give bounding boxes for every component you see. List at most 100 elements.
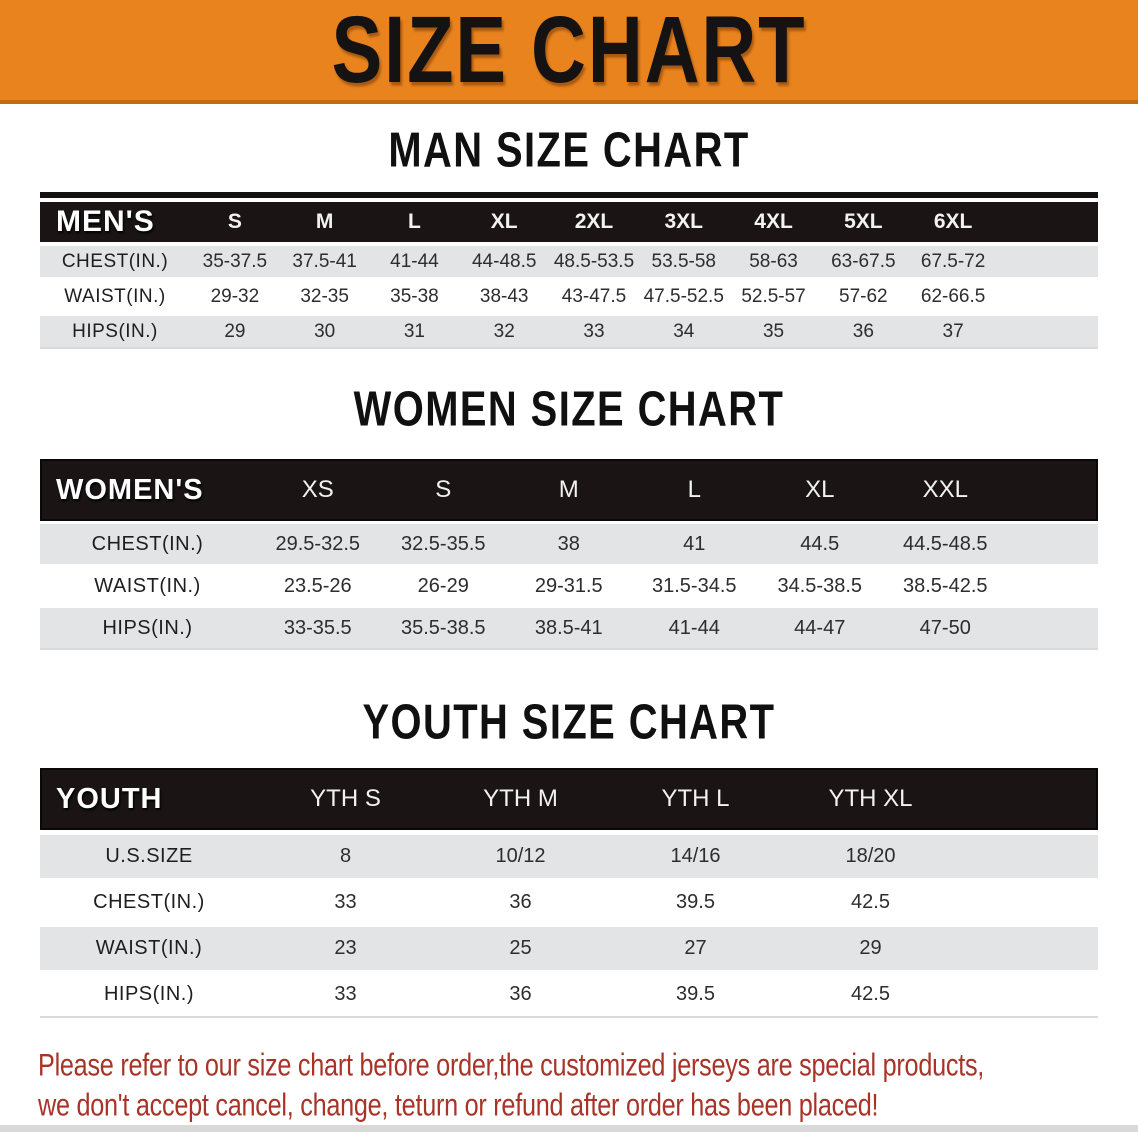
column-header: YTH L [661,785,730,812]
column-header: M [315,210,334,233]
row-label: WAIST(IN.) [64,285,166,307]
column-header: XXL [922,476,968,503]
disclaimer-note: Please refer to our size chart before or… [38,1044,1138,1124]
size-cell: 29 [859,937,882,959]
row-label: CHEST(IN.) [93,891,205,913]
youth-table-header: YOUTH YTH S YTH M YTH L YTH XL [40,768,1098,830]
size-cell: 35 [762,320,785,342]
size-cell: 47.5-52.5 [643,285,724,307]
man-size-chart-section: MAN SIZE CHART MEN'S S M L XL 2XL 3XL 4XL 5XL 6X… [40,122,1098,349]
size-cell: 62-66.5 [920,285,986,307]
size-cell: 23.5-26 [283,574,352,597]
womens-table-body: CHEST(IN.) 29.5-32.5 32.5-35.5 38 41 44.5 44.5… [40,521,1098,648]
column-header: YTH XL [828,785,913,812]
size-cell: 44-47 [794,616,846,639]
size-cell: 31.5-34.5 [651,574,737,597]
youth-size-chart-section: YOUTH SIZE CHART YOUTH YTH S YTH M YTH L YT… [40,694,1098,1018]
table-row: CHEST(IN.) 33 36 39.5 42.5 [40,881,1098,924]
size-cell: 32-35 [300,285,349,307]
size-cell: 34.5-38.5 [777,574,862,597]
column-header: XS [301,476,334,503]
size-cell: 63-67.5 [831,250,896,272]
womens-group-label: WOMEN'S [56,473,204,506]
size-cell: 42.5 [851,983,890,1005]
youth-group-label: YOUTH [56,782,163,815]
table-row: U.S.SIZE 8 10/12 14/16 18/20 [40,835,1098,878]
title-banner: SIZE CHART [0,0,1138,104]
size-cell: 34 [673,320,695,342]
column-header: 3XL [664,210,704,233]
womens-table-header: WOMEN'S XS S M L XL XXL [40,459,1098,521]
size-cell: 26-29 [417,574,469,597]
size-cell: 37.5-41 [292,250,357,272]
size-cell: 38-43 [479,285,529,307]
table-row: WAIST(IN.) 23 25 27 29 [40,927,1098,970]
table-row: HIPS(IN.) 29 30 31 32 33 34 35 36 37 [40,316,1098,347]
women-size-chart-heading: WOMEN SIZE CHART [353,380,785,437]
row-label: HIPS(IN.) [103,983,195,1005]
size-cell: 41-44 [668,616,720,639]
size-cell: 18/20 [845,845,896,867]
size-cell: 25 [509,937,532,959]
column-header: 6XL [933,210,973,233]
size-cell: 58-63 [749,250,798,272]
column-header: 5XL [844,210,883,233]
size-cell: 38.5-41 [534,616,603,639]
size-cell: 39.5 [676,891,715,913]
row-label: HIPS(IN.) [102,616,193,639]
size-cell: 27 [684,937,707,959]
disclaimer-line-2: we don't accept cancel, change, teturn o… [38,1088,879,1123]
youth-size-table: YOUTH YTH S YTH M YTH L YTH XL U.S.SIZE 8 10/… [40,768,1098,1018]
size-cell: 29-31.5 [534,574,603,597]
size-cell: 41 [683,532,706,555]
mens-table-header: MEN'S S M L XL 2XL 3XL 4XL 5XL 6XL [40,192,1098,242]
column-header: L [408,210,421,233]
table-row: HIPS(IN.) 33-35.5 35.5-38.5 38.5-41 41-44 44-… [40,608,1098,648]
size-cell: 52.5-57 [741,285,806,307]
size-cell: 14/16 [670,845,721,867]
size-cell: 32.5-35.5 [400,532,486,555]
size-cell: 29.5-32.5 [275,532,360,555]
row-label: CHEST(IN.) [61,250,169,272]
size-cell: 30 [314,320,336,342]
size-cell: 32 [493,320,515,342]
table-row: HIPS(IN.) 33 36 39.5 42.5 [40,973,1098,1016]
size-cell: 36 [852,320,874,342]
size-cell: 43-47.5 [561,285,627,307]
table-row: WAIST(IN.) 29-32 32-35 35-38 38-43 43-47.5 47.… [40,281,1098,312]
women-size-chart-section: WOMEN SIZE CHART WOMEN'S XS S M L XL XXL CHES… [40,381,1098,650]
size-cell: 36 [509,983,532,1005]
content: MAN SIZE CHART MEN'S S M L XL 2XL 3XL 4XL 5XL 6X… [0,122,1138,1124]
size-cell: 44-48.5 [471,250,537,272]
row-label: CHEST(IN.) [91,532,204,555]
man-size-chart-heading: MAN SIZE CHART [388,121,750,178]
column-header: S [435,476,452,503]
size-cell: 33-35.5 [283,616,352,639]
size-cell: 42.5 [851,891,890,913]
page-title: SIZE CHART [331,0,807,102]
table-row: CHEST(IN.) 35-37.5 37.5-41 41-44 44-48.5 48.5… [40,246,1098,277]
size-cell: 57-62 [839,285,888,307]
size-cell: 33 [334,983,357,1005]
mens-group-label: MEN'S [56,205,155,238]
size-cell: 41-44 [390,250,439,272]
column-header: S [227,210,242,233]
column-header: XL [805,476,835,503]
size-cell: 44.5 [800,532,840,555]
column-header: M [558,476,579,503]
size-cell: 53.5-58 [651,250,716,272]
column-header: YTH S [310,785,381,812]
bottom-divider [0,1125,1138,1132]
youth-table-body: U.S.SIZE 8 10/12 14/16 18/20 CHEST(IN.) 33 36 39… [40,830,1098,1016]
size-cell: 23 [334,937,357,959]
size-cell: 33 [334,891,357,913]
size-cell: 38.5-42.5 [902,574,988,597]
size-cell: 35.5-38.5 [400,616,486,639]
size-cell: 36 [509,891,532,913]
size-cell: 35-38 [390,285,439,307]
disclaimer-line-1: Please refer to our size chart before or… [38,1048,985,1083]
size-cell: 29-32 [210,285,260,307]
size-cell: 47-50 [919,616,971,639]
size-cell: 67.5-72 [920,250,986,272]
column-header: YTH M [483,785,558,812]
